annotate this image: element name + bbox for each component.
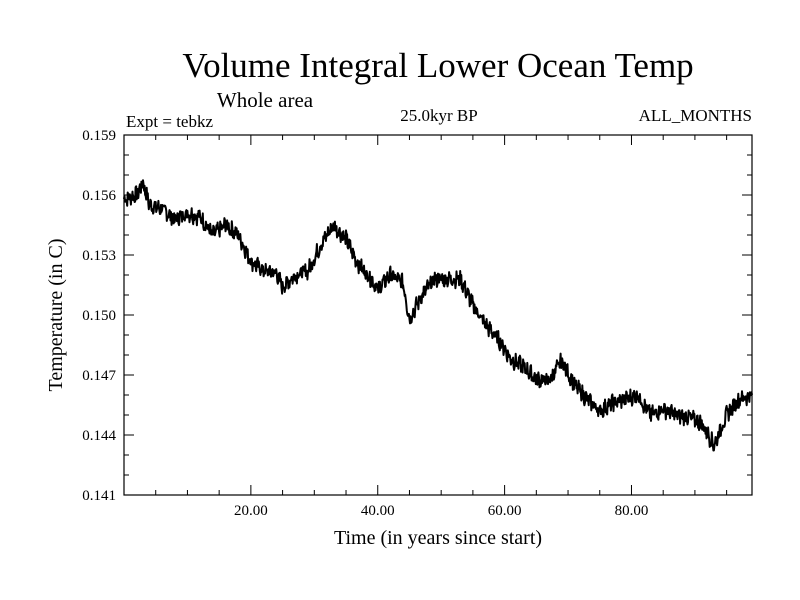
temperature-series-line (123, 179, 753, 452)
plot-frame (123, 134, 753, 496)
y-tick-label: 0.153 (82, 248, 116, 264)
y-tick-label: 0.147 (82, 368, 116, 384)
months-label: ALL_MONTHS (639, 106, 752, 125)
y-tick-label: 0.156 (82, 188, 116, 204)
experiment-label: Expt = tebkz (126, 112, 213, 131)
y-tick-label: 0.141 (82, 488, 116, 504)
x-axis-label: Time (in years since start) (334, 527, 542, 549)
y-axis-label: Temperature (in C) (45, 239, 67, 392)
y-tick-label: 0.159 (82, 128, 116, 144)
period-label: 25.0kyr BP (400, 106, 477, 125)
chart-title: Volume Integral Lower Ocean Temp (182, 46, 693, 85)
x-tick-label: 40.00 (361, 503, 395, 519)
y-tick-label: 0.144 (82, 428, 116, 444)
chart-subtitle: Whole area (217, 88, 314, 112)
x-axis: 20.00 40.00 60.00 80.00 (155, 135, 728, 519)
x-tick-label: 80.00 (615, 503, 649, 519)
x-tick-label: 60.00 (488, 503, 522, 519)
y-tick-label: 0.150 (82, 308, 116, 324)
x-tick-label: 20.00 (234, 503, 268, 519)
y-axis: 0.141 0.144 0.147 0.150 0.153 0.156 0.159 (82, 128, 752, 504)
